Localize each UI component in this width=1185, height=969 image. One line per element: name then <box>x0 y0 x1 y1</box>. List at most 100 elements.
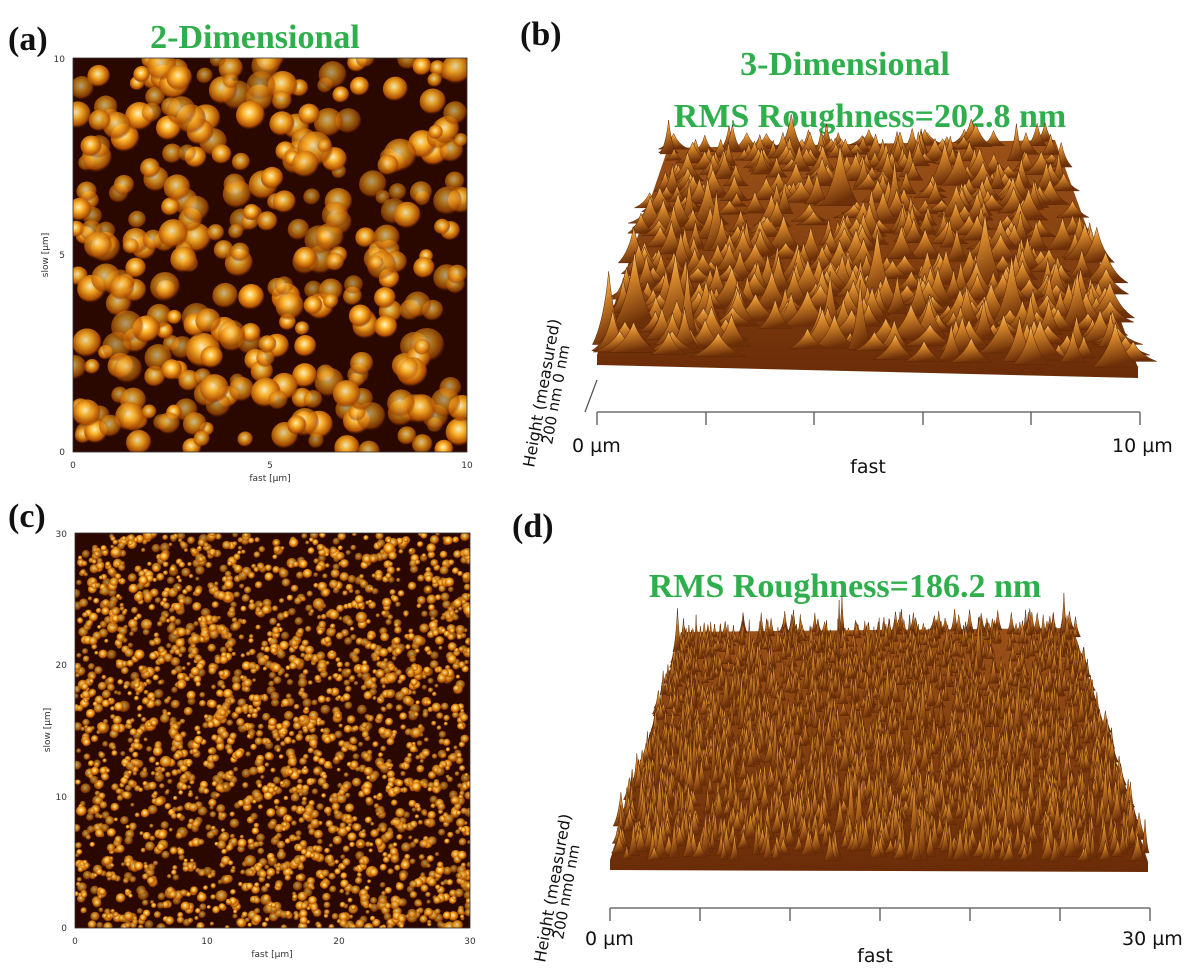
grain <box>246 883 253 890</box>
grain <box>220 626 225 631</box>
grain <box>171 700 180 709</box>
grain <box>102 690 111 699</box>
grain <box>199 903 206 910</box>
grain <box>428 687 433 692</box>
grain <box>360 664 370 674</box>
grain <box>323 736 331 744</box>
grain <box>335 553 343 561</box>
grain <box>252 914 261 923</box>
grain <box>337 532 346 541</box>
grain <box>230 623 239 632</box>
grain <box>180 719 186 725</box>
grain <box>157 621 163 627</box>
grain <box>82 738 90 746</box>
y-tick-label: 0 <box>61 924 67 934</box>
figure: (a) 2-Dimensional 0 5 10 0 5 10 fast [µm… <box>0 0 1185 969</box>
grain <box>289 662 297 670</box>
grain <box>315 564 323 572</box>
grain <box>225 571 232 578</box>
grain <box>302 698 311 707</box>
grain <box>266 738 270 742</box>
grain <box>130 672 139 681</box>
grain <box>431 388 460 417</box>
grain <box>75 842 82 849</box>
grain <box>94 651 98 655</box>
grain <box>84 231 112 259</box>
grain <box>433 781 440 788</box>
grain <box>349 842 355 848</box>
x-tick-label: 0 <box>70 461 76 471</box>
y-axis-label: slow [µm] <box>43 708 53 752</box>
grain <box>154 911 161 918</box>
grain <box>234 591 241 598</box>
grain <box>353 866 359 872</box>
grain <box>208 748 214 754</box>
grain <box>384 831 394 841</box>
panel-label: (c) <box>8 498 46 535</box>
grain <box>343 693 351 701</box>
grain <box>286 693 292 699</box>
grain <box>371 652 379 660</box>
grain <box>254 823 260 829</box>
grain <box>142 767 147 772</box>
grain <box>424 646 430 652</box>
grain <box>358 841 364 847</box>
grain <box>370 916 375 921</box>
grain <box>303 766 307 770</box>
grain <box>141 717 146 722</box>
grain <box>138 665 144 671</box>
grain <box>265 762 270 767</box>
grain <box>211 734 218 741</box>
grain <box>381 553 388 560</box>
grain <box>71 589 80 598</box>
grain <box>229 782 235 788</box>
grain <box>288 757 298 767</box>
grain <box>242 912 248 918</box>
grain <box>98 650 107 659</box>
grain <box>308 547 315 554</box>
grain <box>291 820 297 826</box>
grain <box>438 829 445 836</box>
grain <box>307 883 314 890</box>
grain <box>127 724 132 729</box>
grain <box>287 415 307 435</box>
grain <box>301 533 307 539</box>
grain <box>98 895 102 899</box>
grain <box>287 769 293 775</box>
grain <box>441 703 449 711</box>
grain <box>425 892 431 898</box>
grain <box>293 881 303 891</box>
grain <box>309 711 319 721</box>
grain <box>416 765 424 773</box>
grain <box>360 894 368 902</box>
grain <box>356 612 368 624</box>
grain <box>265 917 270 922</box>
grain <box>254 908 260 914</box>
grain <box>83 656 90 663</box>
grain <box>448 587 454 593</box>
grain <box>204 714 209 719</box>
grain <box>165 614 169 618</box>
grain <box>167 624 176 633</box>
grain <box>351 885 360 894</box>
grain <box>319 61 347 89</box>
grain <box>344 702 352 710</box>
grain <box>223 180 252 209</box>
grain <box>396 779 403 786</box>
grain <box>455 829 460 834</box>
grain <box>177 916 184 923</box>
grain <box>99 415 121 437</box>
grain <box>227 561 232 566</box>
grain <box>432 630 439 637</box>
grain <box>311 700 317 706</box>
grain <box>345 686 352 693</box>
grain <box>84 863 90 869</box>
grain <box>456 873 462 879</box>
grain <box>183 862 189 868</box>
grain <box>120 777 128 785</box>
grain <box>110 577 119 586</box>
grain <box>386 538 391 543</box>
grain <box>88 663 95 670</box>
grain <box>329 798 334 803</box>
grain <box>109 534 114 539</box>
